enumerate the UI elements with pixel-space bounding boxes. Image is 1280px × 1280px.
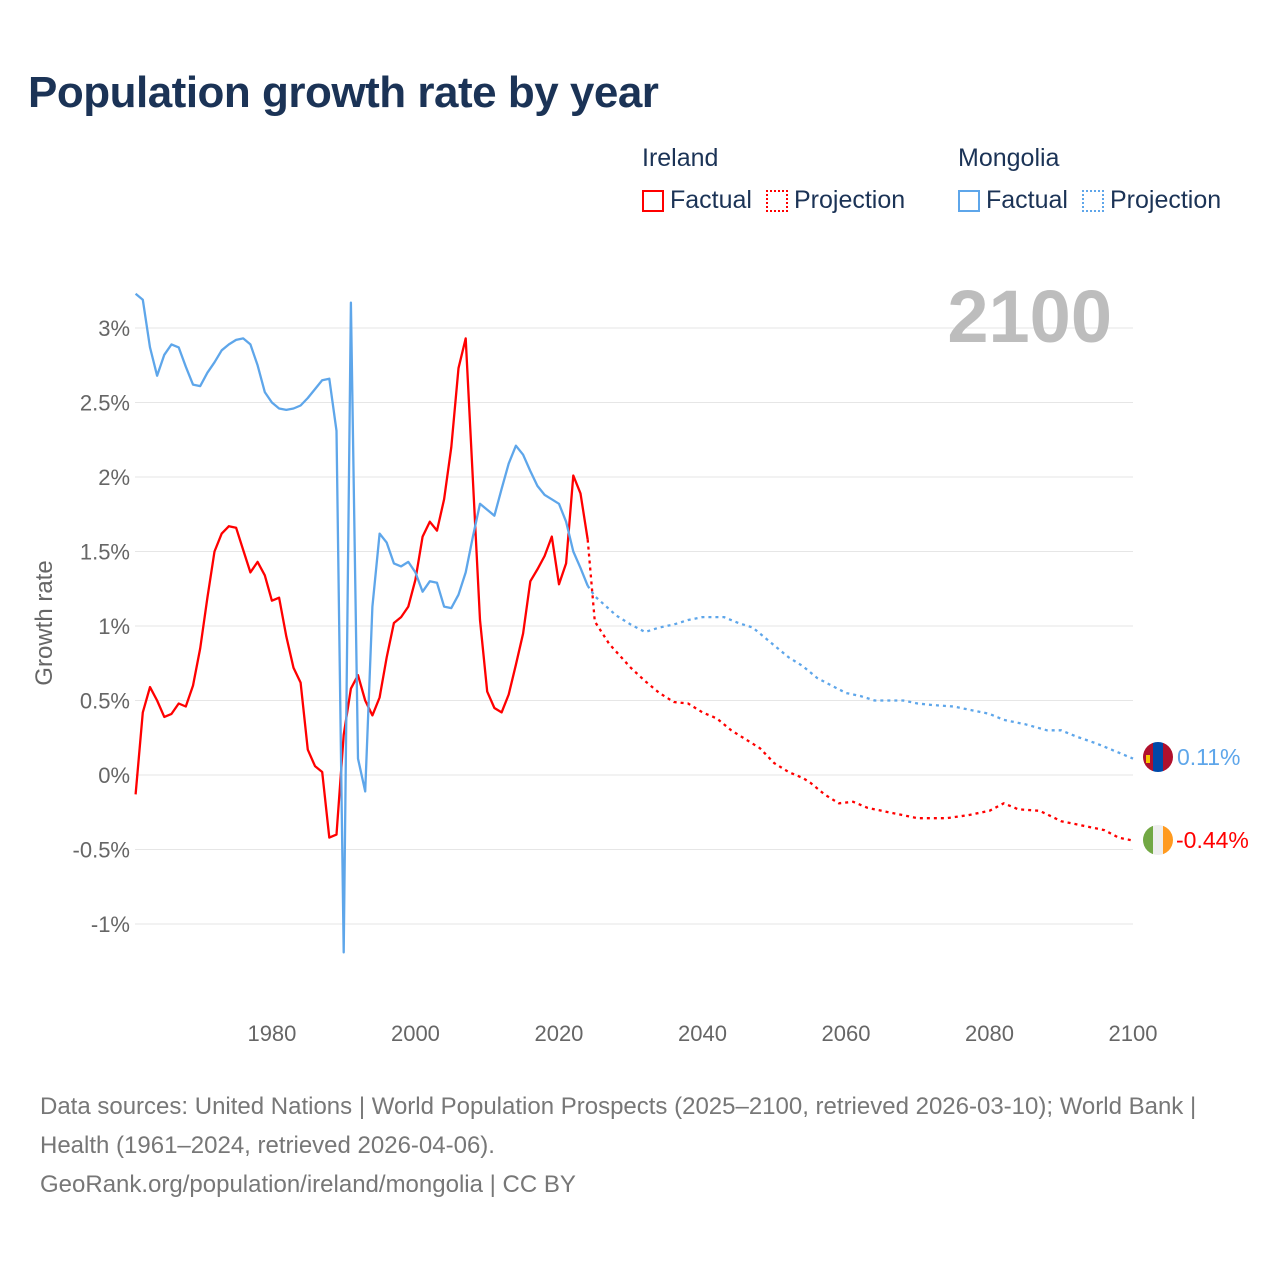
legend-ireland-projection[interactable]: Projection — [765, 186, 906, 215]
y-tick-label: 0.5% — [80, 689, 130, 714]
legend-label: Factual — [670, 186, 752, 214]
ireland-projection-line — [586, 539, 1134, 842]
legend-mongolia-factual[interactable]: Factual — [958, 186, 1068, 215]
legend-label: Projection — [1109, 186, 1222, 214]
legend-group-name: Ireland — [642, 144, 719, 172]
page-title: Population growth rate by year — [28, 68, 659, 117]
legend-swatch-solid — [642, 189, 664, 212]
mongolia-end-label: 0.11% — [1177, 744, 1241, 770]
y-tick-label: 0% — [98, 763, 130, 788]
y-tick-label: -1% — [91, 912, 130, 937]
mongolia-projection-line — [586, 585, 1134, 760]
x-tick-label: 1980 — [247, 1021, 296, 1046]
attribution-link[interactable]: GeoRank.org/population/ireland/mongolia … — [40, 1171, 576, 1198]
x-tick-label: 2060 — [822, 1021, 871, 1046]
legend-label: Projection — [793, 186, 906, 214]
ireland-factual-line — [134, 337, 589, 839]
legend-group-name: Mongolia — [958, 144, 1060, 172]
y-axis-label: Growth rate — [31, 560, 58, 685]
legend-ireland-factual[interactable]: Factual — [642, 186, 752, 215]
legend-label: Factual — [986, 186, 1068, 214]
legend-swatch-solid — [958, 189, 980, 212]
legend-swatch-dotted — [765, 189, 788, 212]
y-tick-label: 2% — [98, 465, 130, 490]
y-tick-label: -0.5% — [73, 838, 130, 863]
year-label: 2100 — [947, 275, 1112, 358]
y-tick-label: 3% — [98, 316, 130, 341]
x-tick-label: 2040 — [678, 1021, 727, 1046]
footer: Data sources: United Nations | World Pop… — [40, 1087, 1240, 1204]
legend-mongolia: Mongolia Factual Projection — [958, 144, 1235, 215]
legend-mongolia-projection[interactable]: Projection — [1081, 186, 1222, 215]
x-tick-label: 2100 — [1109, 1021, 1158, 1046]
ireland-flag-icon — [1143, 825, 1173, 855]
x-tick-label: 2080 — [965, 1021, 1014, 1046]
legend-swatch-dotted — [1081, 189, 1104, 212]
y-tick-label: 2.5% — [80, 391, 130, 416]
x-tick-label: 2000 — [391, 1021, 440, 1046]
mongolia-flag-icon — [1143, 742, 1173, 772]
x-tick-label: 2020 — [534, 1021, 583, 1046]
mongolia-factual-line — [134, 292, 589, 954]
y-tick-label: 1% — [98, 614, 130, 639]
data-sources: Data sources: United Nations | World Pop… — [40, 1093, 1197, 1159]
growth-rate-chart: 3% 2.5% 2% 1.5% 1% 0.5% 0% -0.5% -1% 1980 2000 202… — [31, 275, 1249, 1046]
legend-ireland: Ireland Factual Projection — [642, 144, 919, 215]
y-tick-label: 1.5% — [80, 540, 130, 565]
ireland-end-label: -0.44% — [1176, 827, 1249, 853]
